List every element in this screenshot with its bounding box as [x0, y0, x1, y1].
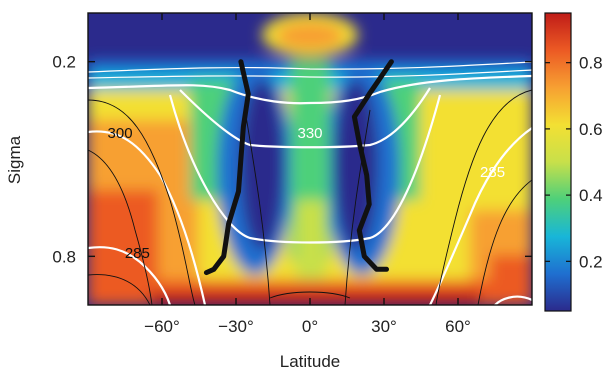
contour-top-2: [88, 69, 532, 79]
contour-corner: [494, 295, 532, 305]
contour-thin-7: [88, 274, 151, 305]
colorbar-bar: [544, 12, 572, 312]
field-blobs: [88, 13, 532, 305]
x-tick-label: 0°: [302, 317, 318, 336]
contour-thin-5: [244, 109, 271, 305]
x-tick-label: 30°: [371, 317, 397, 336]
contour-thin-6: [344, 109, 371, 305]
x-axis-title: Latitude: [280, 352, 341, 371]
contour-285-left: [88, 246, 172, 305]
field-bottom-red: [150, 292, 480, 305]
contour-label: 285: [125, 245, 150, 262]
contour-labels-group: 330 300 285 285: [108, 125, 505, 262]
contour-label: 330: [297, 125, 322, 142]
contour-lines: [88, 61, 532, 305]
colorbar-tick-label: 0.8: [579, 54, 603, 73]
y-axis-ticks: 0.2 0.8: [52, 53, 532, 266]
contour-330-top: [88, 74, 532, 105]
field-cap-orange: [276, 22, 344, 50]
contour-330: [179, 87, 431, 149]
contour-thin-2: [88, 149, 153, 305]
contour-label: 285: [480, 164, 505, 181]
bold-line: [203, 59, 251, 276]
bold-line: [351, 59, 394, 272]
x-tick-label: −60°: [144, 317, 180, 336]
x-tick-label: 60°: [445, 317, 471, 336]
y-axis-title: Sigma: [5, 135, 24, 184]
colorbar-tick-label: 0.6: [579, 120, 603, 139]
contour-top-1: [88, 61, 532, 73]
y-tick-label: 0.8: [52, 247, 76, 266]
field-right-dark-lobe: [334, 80, 378, 250]
y-tick-label: 0.2: [52, 53, 76, 72]
contour-thin-1: [88, 99, 196, 305]
colorbar: 0.2 0.4 0.6 0.8: [544, 12, 603, 312]
contour-thin-4: [477, 179, 532, 305]
contour-thin-3: [435, 89, 532, 305]
contour-thin-8: [269, 291, 351, 299]
colorbar-tick-label: 0.4: [579, 186, 603, 205]
bold-lines-group: [203, 59, 394, 276]
colorbar-ticks: 0.2 0.4 0.6 0.8: [545, 54, 603, 271]
contour-285-right: [429, 127, 532, 305]
contour-mid: [168, 94, 442, 244]
heatmap-field: [88, 13, 532, 305]
contour-300: [88, 130, 207, 305]
field-left-dark-lobe: [240, 80, 284, 250]
contour-label: 300: [108, 125, 133, 142]
x-tick-label: −30°: [218, 317, 254, 336]
x-axis-ticks: −60° −30° 0° 30° 60°: [144, 13, 471, 336]
colorbar-tick-label: 0.2: [579, 252, 603, 271]
